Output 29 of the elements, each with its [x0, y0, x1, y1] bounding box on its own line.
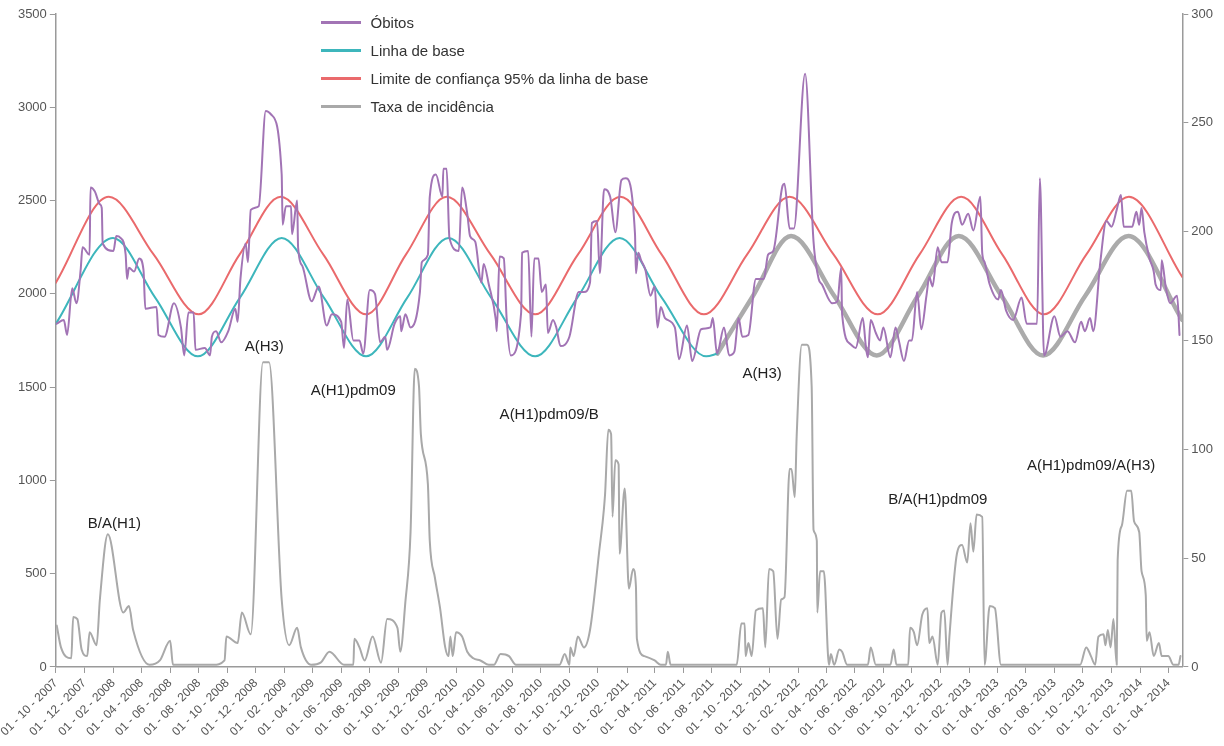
y-tick-label: 2500: [17, 192, 47, 208]
annotation: B/A(H1): [87, 514, 142, 532]
y-tick-label: 3000: [17, 98, 47, 114]
y-tick-label: 1000: [17, 471, 47, 487]
y2-tick-label: 250: [1191, 114, 1214, 130]
y-tick-label: 0: [39, 658, 47, 674]
annotation: A(H3): [244, 336, 284, 354]
y-tick-label: 3500: [17, 5, 47, 21]
legend-label: Óbitos: [370, 13, 414, 31]
line-series: [55, 236, 719, 358]
y2-tick-label: 150: [1191, 332, 1214, 348]
y2-tick-label: 50: [1191, 549, 1206, 565]
annotation: A(H3): [742, 363, 782, 381]
line-series: [55, 72, 1181, 363]
y-tick-label: 1500: [17, 378, 47, 394]
annotation: A(H1)pdm09/A(H3): [1026, 455, 1156, 473]
y-tick-label: 500: [25, 565, 47, 581]
y2-tick-label: 0: [1191, 658, 1199, 674]
line-series: [55, 195, 1183, 316]
legend-label: Limite de confiança 95% da linha de base: [370, 69, 649, 87]
annotation: A(H1)pdm09: [310, 380, 396, 398]
y2-tick-label: 100: [1191, 440, 1214, 456]
y2-tick-label: 200: [1191, 223, 1214, 239]
annotation: B/A(H1)pdm09: [888, 489, 988, 507]
annotation: A(H1)pdm09/B: [499, 405, 599, 423]
y-tick-label: 2000: [17, 285, 47, 301]
y2-tick-label: 300: [1191, 5, 1214, 21]
legend-label: Taxa de incidência: [370, 97, 494, 115]
legend-label: Linha de base: [370, 41, 465, 59]
